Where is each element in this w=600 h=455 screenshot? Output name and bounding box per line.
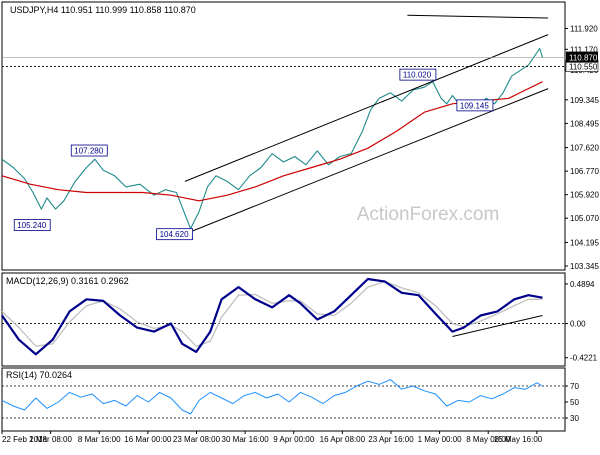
rsi-panel: 70 50 30	[1, 379, 579, 423]
rsi-panel-frame	[1, 367, 566, 432]
x-tick-label: 1 Mar 08:00	[29, 435, 72, 444]
price-tick-label: 105.070	[570, 214, 599, 223]
macd-tick-label: 0.00	[570, 320, 586, 329]
price-level-label: 110.020	[403, 71, 432, 80]
price-level-label-box	[399, 68, 437, 81]
macd-trend-line	[452, 314, 543, 337]
rsi-tick-label: 30	[570, 414, 579, 423]
x-tick-label: 8 Mar 16:00	[78, 435, 121, 444]
x-tick-label: 23 Mar 08:00	[173, 435, 221, 444]
rsi-tick-label: 70	[570, 382, 579, 391]
current-price-box	[566, 51, 598, 63]
current-price-label: 110.870	[569, 54, 598, 63]
price-tick-label: 108.495	[570, 119, 599, 128]
macd-tick-label: -0.4221	[570, 354, 598, 363]
price-level-label: 105.240	[17, 221, 46, 230]
price-level-label-box	[156, 228, 194, 241]
price-tick-label: 105.920	[570, 191, 599, 200]
watermark: ActionForex.com	[357, 204, 500, 225]
channel-line	[184, 34, 549, 182]
rsi-title: RSI(14) 70.0264	[6, 370, 72, 380]
macd-title: MACD(12,26,9) 0.3161 0.2962	[6, 276, 129, 286]
macd-tick-label: 0.4894	[570, 280, 595, 289]
price-tick-label: 107.620	[570, 144, 599, 153]
x-tick-label: 22 Feb 2018	[2, 435, 47, 444]
price-panel: 111.920111.170110.420109.345108.495107.6…	[1, 14, 599, 271]
x-tick-label: 16 Apr 08:00	[320, 435, 366, 444]
macd-panel: 0.4894 0.00 -0.4221	[1, 277, 598, 363]
x-tick-label: 16 Mar 00:00	[124, 435, 172, 444]
price-level-label: 107.280	[74, 147, 103, 156]
price-tick-label: 111.170	[570, 45, 598, 54]
price-tick-label: 104.195	[570, 238, 599, 247]
macd-signal-line	[1, 280, 543, 347]
price-level-label: 109.145	[460, 101, 489, 110]
x-tick-label: 8 May 08:00	[466, 435, 511, 444]
price-panel-frame	[1, 1, 566, 271]
price-title: USDJPY,H4 110.951 110.999 110.858 110.87…	[10, 5, 196, 15]
price-tick-label: 103.345	[570, 262, 599, 271]
rsi-tick-label: 50	[570, 398, 579, 407]
x-tick-label: 9 Apr 00:00	[273, 435, 314, 444]
x-tick-label: 23 Apr 16:00	[368, 435, 414, 444]
macd-line	[1, 277, 543, 356]
macd-panel-frame	[1, 272, 566, 367]
channel-line	[184, 88, 549, 235]
marker-price-label: 110.550	[569, 62, 598, 71]
x-tick-label: 15 May 16:00	[494, 435, 543, 444]
price-level-label-box	[70, 144, 108, 157]
price-level-label-box	[456, 99, 494, 112]
channel-line	[407, 14, 549, 19]
price-tick-label: 109.345	[570, 96, 599, 105]
x-tick-label: 1 May 00:00	[418, 435, 463, 444]
price-level-label-box	[13, 219, 51, 231]
x-tick-label: 30 Mar 16:00	[222, 435, 270, 444]
price-tick-label: 111.920	[570, 25, 598, 34]
rsi-line	[1, 379, 543, 415]
price-level-label: 104.620	[160, 230, 189, 239]
price-tick-label: 106.770	[570, 167, 599, 176]
